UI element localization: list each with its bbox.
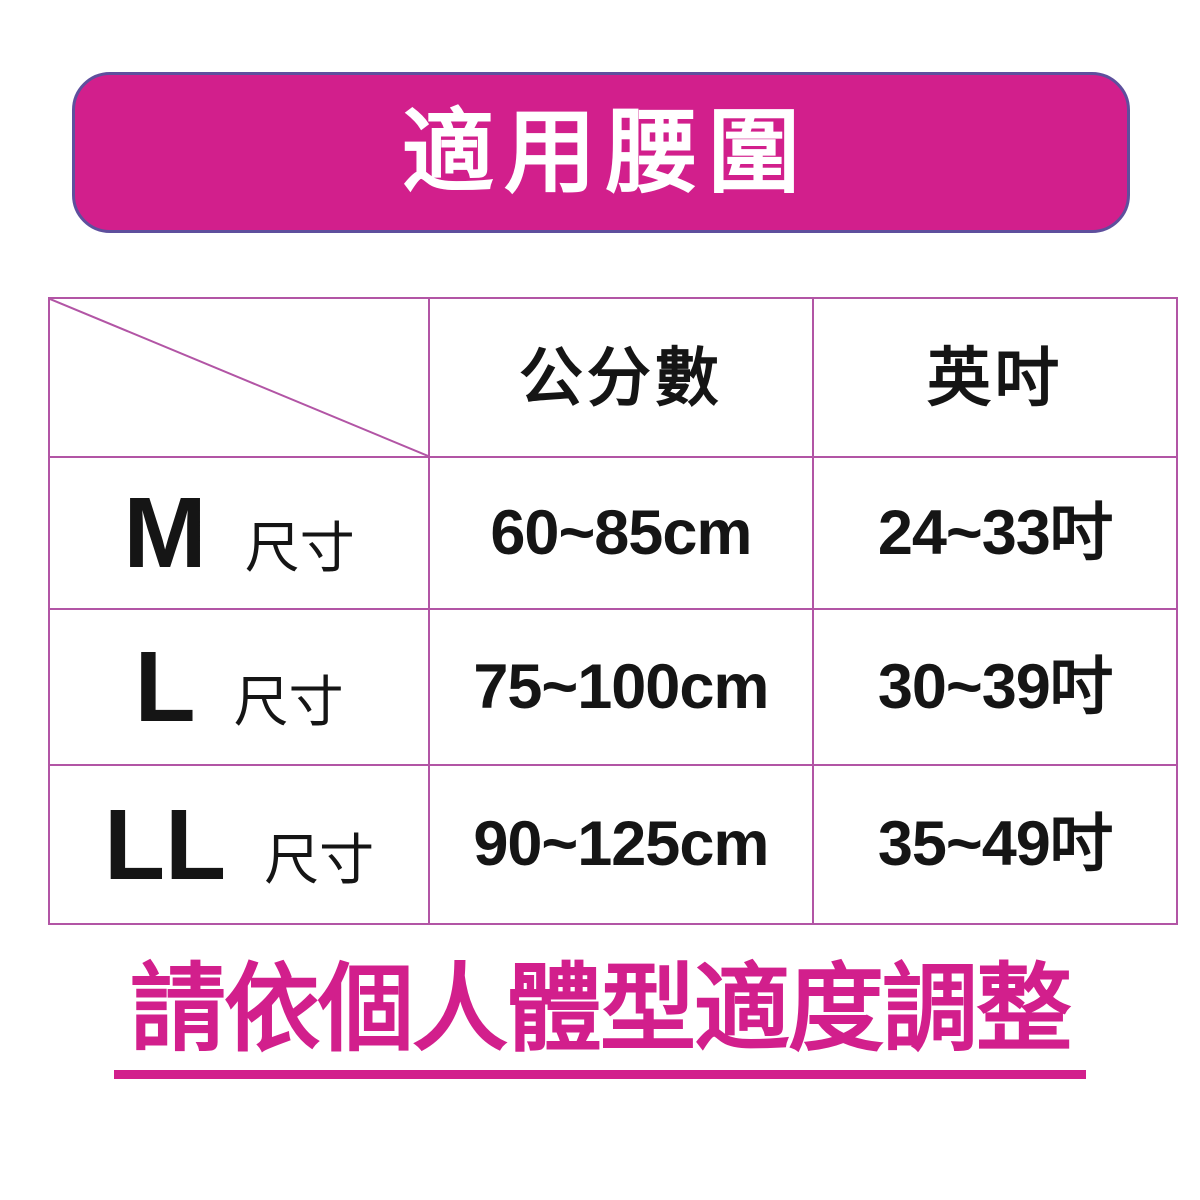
- size-letter-m: M: [123, 477, 207, 589]
- page-title: 適用腰圍: [401, 101, 810, 204]
- inch-cell-m: 24~33吋: [811, 456, 1179, 610]
- header-cell-cm: 公分數: [428, 297, 814, 458]
- size-cell-m: M 尺寸: [47, 456, 431, 610]
- header-cell-inch: 英吋: [811, 297, 1179, 458]
- adjustment-note: 請依個人體型適度調整: [0, 960, 1200, 1079]
- size-letter-ll: LL: [103, 788, 227, 901]
- cm-cell-ll: 90~125cm: [428, 764, 814, 925]
- size-letter-l: L: [134, 631, 196, 743]
- table-row-ll: LL 尺寸 90~125cm 35~49吋: [47, 764, 1179, 925]
- inch-cell-ll: 35~49吋: [811, 764, 1179, 925]
- adjustment-note-text: 請依個人體型適度調整: [114, 960, 1086, 1079]
- header-cell-corner: [47, 297, 431, 458]
- cm-value-ll: 90~125cm: [473, 809, 769, 879]
- size-table: 公分數 英吋 M 尺寸 60~85cm 24~33吋 L 尺寸 75~100cm: [47, 297, 1179, 925]
- size-cell-ll: LL 尺寸: [47, 764, 431, 925]
- cm-value-m: 60~85cm: [490, 497, 752, 568]
- title-banner: 適用腰圍: [72, 72, 1130, 233]
- column-header-inch: 英吋: [926, 341, 1063, 414]
- table-row-l: L 尺寸 75~100cm 30~39吋: [47, 608, 1179, 766]
- size-suffix-l: 尺寸: [233, 671, 344, 733]
- inch-value-ll: 35~49吋: [877, 809, 1113, 879]
- size-suffix-ll: 尺寸: [264, 828, 375, 891]
- inch-value-m: 24~33吋: [877, 497, 1113, 568]
- size-suffix-m: 尺寸: [244, 517, 355, 579]
- cm-cell-m: 60~85cm: [428, 456, 814, 610]
- cm-value-l: 75~100cm: [473, 651, 769, 722]
- inch-value-l: 30~39吋: [877, 651, 1113, 722]
- table-row-m: M 尺寸 60~85cm 24~33吋: [47, 456, 1179, 610]
- table-header-row: 公分數 英吋: [47, 297, 1179, 458]
- cm-cell-l: 75~100cm: [428, 608, 814, 766]
- diagonal-line: [50, 299, 428, 456]
- column-header-cm: 公分數: [518, 341, 723, 414]
- inch-cell-l: 30~39吋: [811, 608, 1179, 766]
- size-cell-l: L 尺寸: [47, 608, 431, 766]
